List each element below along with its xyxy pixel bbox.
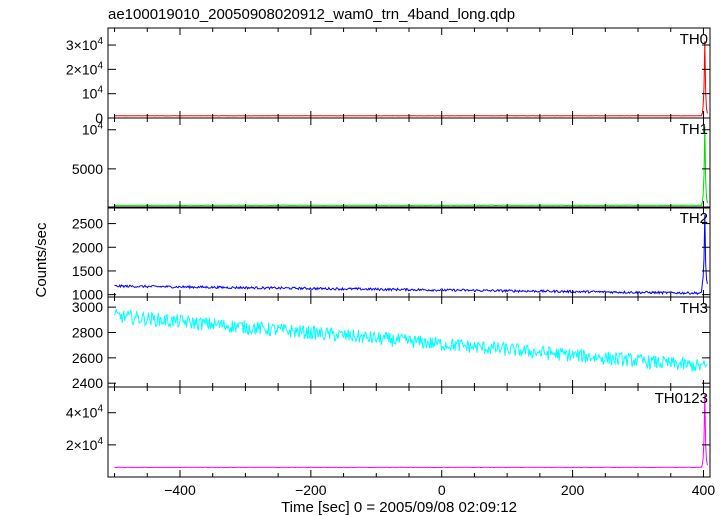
panel-th3: 2400 2600 2800 3000 TH3 xyxy=(72,296,711,391)
panel-label: TH3 xyxy=(680,300,708,317)
y-tick-exponent: 4 xyxy=(97,60,103,71)
x-tick-label: −200 xyxy=(295,482,327,498)
x-tick-label: 200 xyxy=(561,482,585,498)
panel-frame xyxy=(107,27,711,119)
x-tick-label: 400 xyxy=(692,482,716,498)
panel-frame xyxy=(107,117,711,209)
y-tick-label: 2800 xyxy=(72,324,103,340)
panel-th0123: 2×104 4×104 TH0123 xyxy=(66,386,711,478)
x-tick-label: −400 xyxy=(164,482,196,498)
panel-label: TH0123 xyxy=(655,390,708,407)
panel-th1: 5000 104 TH1 xyxy=(72,117,711,209)
y-tick-label: 2500 xyxy=(72,216,103,232)
figure-title: ae100019010_20050908020912_wam0_trn_4ban… xyxy=(108,6,515,23)
series-line-th3 xyxy=(114,308,708,372)
y-tick-label: 2×104 xyxy=(66,436,104,453)
y-tick-label: 2400 xyxy=(72,375,103,391)
y-tick-label: 3000 xyxy=(72,299,103,315)
panel-label: TH2 xyxy=(680,210,708,227)
x-axis-label: Time [sec] 0 = 2005/09/08 02:09:12 xyxy=(281,499,517,516)
panel-th0: 0 104 2×104 3×104 TH0 xyxy=(66,27,711,126)
panel-frame xyxy=(107,206,711,298)
y-tick-exponent: 4 xyxy=(97,36,103,47)
series-line-th0 xyxy=(114,41,708,117)
y-tick-label: 0 xyxy=(95,110,103,126)
panel-label: TH1 xyxy=(680,121,708,138)
series-line-th1 xyxy=(114,126,708,207)
series-line-th2 xyxy=(114,214,708,296)
y-tick-exponent: 4 xyxy=(97,121,103,132)
y-tick-exponent: 4 xyxy=(97,85,103,96)
y-tick-label: 5000 xyxy=(72,161,103,177)
panel-frame xyxy=(107,386,711,478)
panel-label: TH0 xyxy=(680,31,708,48)
y-axis-label: Counts/sec xyxy=(33,222,50,298)
panel-th2: 1000 1500 2000 2500 TH2 xyxy=(72,206,711,303)
series-line-th0123 xyxy=(114,394,708,469)
y-tick-exponent: 4 xyxy=(97,436,103,447)
x-tick-label: 0 xyxy=(438,482,446,498)
y-tick-label: 2×104 xyxy=(66,60,104,77)
panel-frame xyxy=(107,296,711,388)
y-tick-label: 4×104 xyxy=(66,404,104,421)
y-tick-label: 104 xyxy=(82,85,104,102)
y-tick-label: 104 xyxy=(82,121,104,138)
y-tick-label: 2000 xyxy=(72,239,103,255)
y-tick-label: 2600 xyxy=(72,350,103,366)
y-tick-label: 1000 xyxy=(72,287,103,303)
y-tick-label: 1500 xyxy=(72,263,103,279)
y-tick-exponent: 4 xyxy=(97,404,103,415)
y-tick-label: 3×104 xyxy=(66,36,104,53)
